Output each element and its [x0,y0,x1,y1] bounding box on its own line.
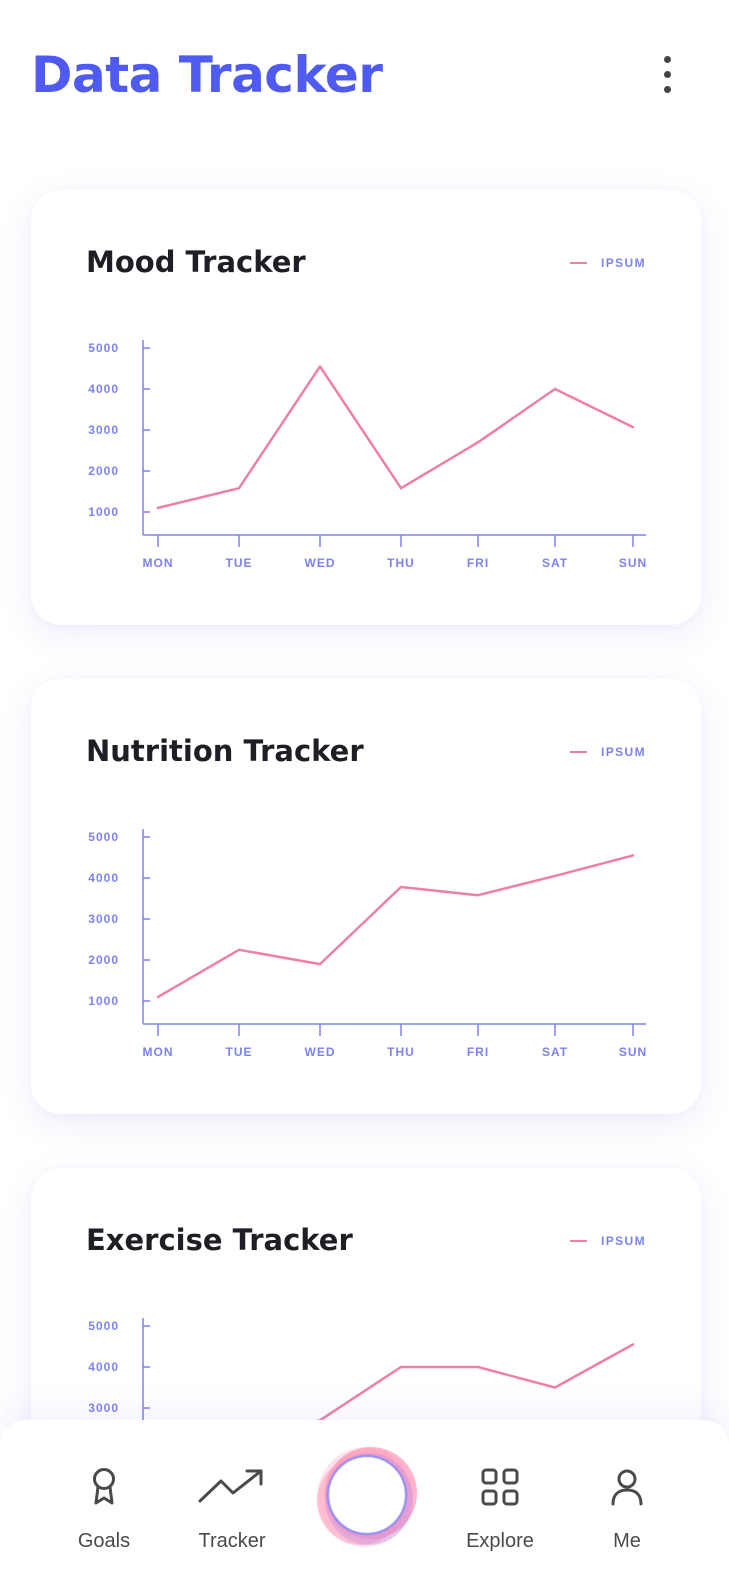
x-tick-label: THU [387,556,415,570]
nav-label: Me [613,1530,641,1552]
x-tick-label: MON [143,556,174,570]
more-options-button[interactable] [646,50,690,100]
chart-legend: IPSUM [569,1234,646,1248]
series-line [156,365,635,510]
chart-legend: IPSUM [569,745,646,759]
y-tick-label: 4000 [88,1360,119,1374]
y-tick-label: 3000 [88,1401,119,1415]
nav-label: Goals [77,1530,131,1552]
bottom-nav: Goals Tracker [0,1420,729,1575]
x-tick-label: FRI [467,1045,489,1059]
more-vertical-icon [664,56,671,63]
page-title: Data Tracker [31,46,383,104]
y-tick-label: 5000 [88,830,119,844]
nav-item-me[interactable]: Me [567,1420,687,1575]
x-tick-label: THU [387,1045,415,1059]
orb-button[interactable] [309,1437,425,1553]
legend-label: IPSUM [600,1234,646,1248]
nutrition-tracker-card[interactable]: Nutrition Tracker IPSUM 1000 2000 3000 4000… [31,679,701,1114]
y-tick-label: 3000 [88,423,119,437]
mood-tracker-card[interactable]: Mood Tracker IPSUM 1000 2000 3000 4000 5000 M… [31,190,701,625]
nav-item-tracker[interactable]: Tracker [172,1420,292,1575]
y-tick-label: 4000 [88,382,119,396]
series-line [156,854,635,999]
chart-legend: IPSUM [569,256,646,270]
card-title: Mood Tracker [86,245,306,279]
more-vertical-icon-dot [664,86,671,93]
x-tick-label: WED [305,1045,336,1059]
x-tick-label: TUE [226,556,253,570]
x-tick-label: SAT [542,556,568,570]
card-title: Nutrition Tracker [86,734,364,768]
y-tick-label: 3000 [88,912,119,926]
nav-label: Tracker [198,1530,266,1552]
legend-line-swatch [569,262,587,264]
y-tick-label: 2000 [88,953,119,967]
legend-line-swatch [569,751,587,753]
legend-label: IPSUM [600,745,646,759]
y-tick-label: 2000 [88,464,119,478]
nav-item-explore[interactable]: Explore [440,1420,560,1575]
nav-item-goals[interactable]: Goals [44,1420,164,1575]
mood-line-chart: 1000 2000 3000 4000 5000 MON TUE WED THU FRI SAT SU… [88,340,647,570]
x-tick-label: FRI [467,556,489,570]
y-tick-label: 5000 [88,341,119,355]
legend-label: IPSUM [600,256,646,270]
legend-line-swatch [569,1240,587,1242]
grid-icon [440,1465,560,1509]
y-tick-label: 5000 [88,1319,119,1333]
x-tick-label: WED [305,556,336,570]
y-tick-label: 4000 [88,871,119,885]
x-tick-label: SUN [619,556,647,570]
nav-label: Explore [466,1530,534,1552]
y-tick-label: 1000 [88,994,119,1008]
x-tick-label: MON [143,1045,174,1059]
card-title: Exercise Tracker [86,1223,353,1257]
y-tick-label: 1000 [88,505,119,519]
orb-icon [317,1447,417,1547]
header: Data Tracker [0,0,729,140]
more-vertical-icon-dot [664,71,671,78]
nutrition-line-chart: 1000 2000 3000 4000 5000 MON TUE WED THU FRI SAT SU… [88,829,647,1059]
x-tick-label: SAT [542,1045,568,1059]
trending-up-icon [172,1465,292,1509]
award-icon [44,1465,164,1509]
x-tick-label: TUE [226,1045,253,1059]
user-icon [567,1465,687,1509]
x-tick-label: SUN [619,1045,647,1059]
